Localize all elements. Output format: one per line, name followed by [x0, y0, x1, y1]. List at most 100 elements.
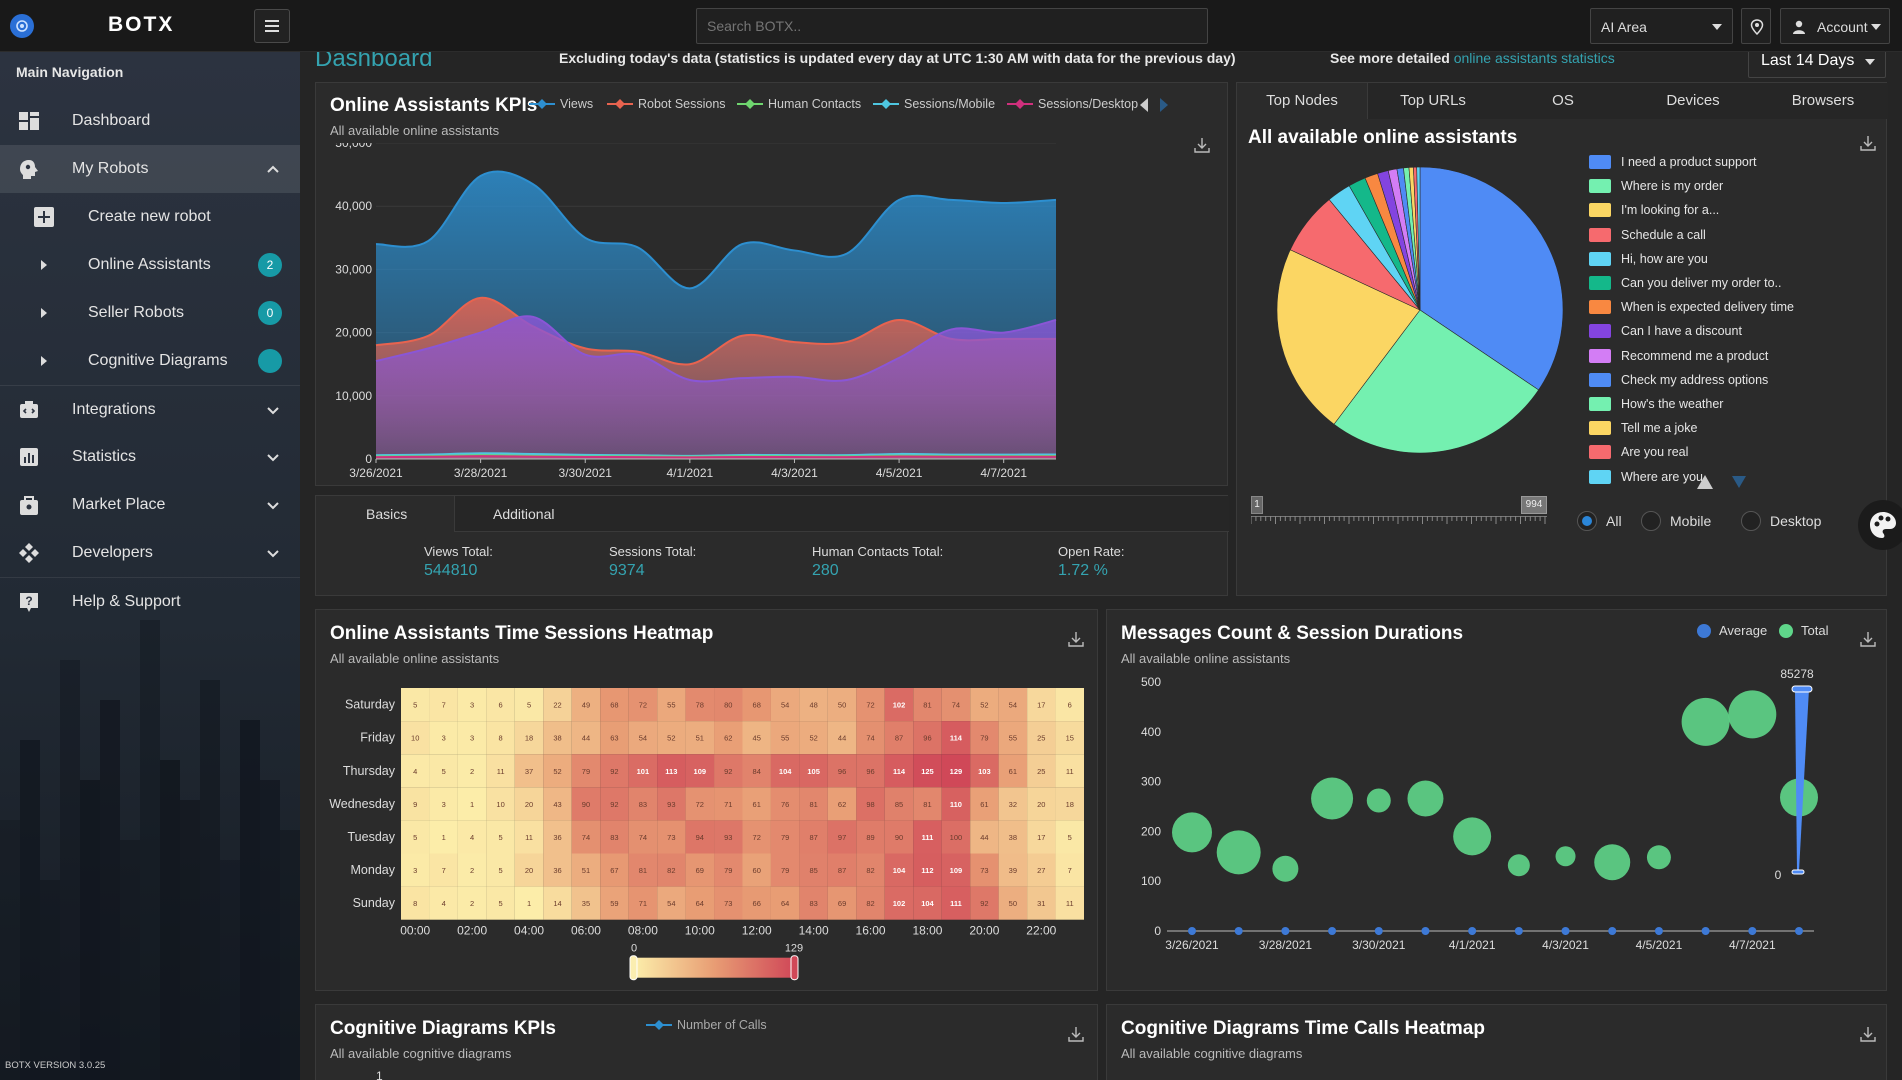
sidebar-item-seller-robots[interactable]: Seller Robots 0 — [0, 289, 300, 337]
theme-palette-button[interactable] — [1858, 500, 1902, 550]
heatmap-cell-value: 85 — [895, 800, 903, 809]
heatmap-cell-value: 11 — [525, 833, 533, 842]
heatmap-cell-value: 3 — [413, 866, 417, 875]
count-badge — [258, 349, 282, 373]
legend-item-number-of-calls[interactable]: Number of Calls — [646, 1018, 767, 1032]
sidebar-item-help-support[interactable]: ? Help & Support — [0, 577, 300, 625]
legend-item-human-contacts[interactable]: Human Contacts — [737, 97, 861, 111]
heatmap-cell-value: 54 — [781, 701, 789, 710]
sidebar-item-create-robot[interactable]: Create new robot — [0, 193, 300, 241]
sidebar-item-statistics[interactable]: Statistics — [0, 433, 300, 481]
download-icon[interactable] — [1068, 631, 1084, 647]
more-stats-link[interactable]: online assistants statistics — [1453, 52, 1615, 66]
nodes-tabs: Top Nodes Top URLs OS Devices Browsers — [1237, 83, 1888, 119]
pie-legend-item[interactable]: Schedule a call — [1589, 227, 1706, 242]
tab-top-nodes[interactable]: Top Nodes — [1237, 83, 1368, 119]
search-input[interactable] — [696, 8, 1208, 44]
pie-legend-item[interactable]: How's the weather — [1589, 397, 1723, 411]
legend-item-total[interactable]: Total — [1779, 623, 1828, 638]
pie-legend-item[interactable]: I need a product support — [1589, 155, 1757, 169]
legend-item-views[interactable]: Views — [529, 97, 593, 111]
tab-top-urls[interactable]: Top URLs — [1368, 83, 1498, 119]
sidebar-item-online-assistants[interactable]: Online Assistants 2 — [0, 241, 300, 289]
heatmap-cell — [913, 820, 942, 854]
app-logo-icon[interactable] — [10, 14, 34, 38]
legend-up-icon[interactable] — [1697, 475, 1713, 489]
point-average — [1374, 927, 1383, 935]
pie-legend-item[interactable]: Recommend me a product — [1589, 348, 1768, 363]
account-menu[interactable]: Account — [1780, 8, 1890, 44]
heatmap-cell — [998, 721, 1028, 755]
pie-legend-item[interactable]: Hi, how are you — [1589, 251, 1708, 266]
sidebar-item-cognitive-diagrams[interactable]: Cognitive Diagrams — [0, 337, 300, 385]
heatmap-cell — [600, 754, 629, 788]
slider-min-handle[interactable]: 1 — [1251, 496, 1263, 514]
area-select-value: AI Area — [1601, 19, 1647, 35]
heatmap-cell — [799, 787, 828, 821]
area-select[interactable]: AI Area — [1590, 8, 1733, 44]
pie-legend-item[interactable]: Can you deliver my order to.. — [1589, 276, 1782, 290]
sidebar-item-developers[interactable]: Developers — [0, 529, 300, 577]
download-icon[interactable] — [1068, 1026, 1084, 1042]
heatmap-cell — [1055, 688, 1084, 722]
pie-legend-item[interactable]: Check my address options — [1589, 372, 1768, 387]
heatmap-cell — [457, 820, 487, 854]
radio-mobile[interactable]: Mobile — [1641, 511, 1711, 531]
heatmap-cell — [856, 721, 885, 755]
heatmap-cell — [856, 886, 885, 920]
app-logo[interactable]: BOTX — [108, 13, 175, 36]
legend-item-sessions-mobile[interactable]: Sessions/Mobile — [873, 97, 995, 111]
pie-legend-item[interactable]: Tell me a joke — [1589, 421, 1697, 436]
heatmap-cell — [799, 721, 828, 755]
heatmap-cell-value: 49 — [582, 701, 590, 710]
menu-toggle-button[interactable] — [254, 9, 290, 43]
heatmap-cell-value: 38 — [553, 734, 561, 743]
legend-label: Views — [560, 97, 594, 111]
pie-legend-item[interactable]: Where is my order — [1589, 179, 1723, 194]
heatmap-cell-value: 4 — [442, 899, 446, 908]
download-icon[interactable] — [1860, 135, 1876, 151]
pie-legend-item[interactable]: I'm looking for a... — [1589, 203, 1719, 218]
sidebar-item-integrations[interactable]: Integrations — [0, 385, 300, 433]
heatmap-cell — [884, 754, 914, 788]
tab-os[interactable]: OS — [1498, 83, 1628, 119]
download-icon[interactable] — [1860, 1026, 1876, 1042]
heatmap-cell-value: 109 — [950, 866, 963, 875]
radio-all[interactable]: All — [1577, 511, 1622, 531]
legend-item-average[interactable]: Average — [1697, 623, 1767, 638]
slider-max-handle[interactable]: 994 — [1521, 496, 1547, 514]
location-button[interactable] — [1741, 8, 1771, 44]
sidebar-item-my-robots[interactable]: My Robots — [0, 145, 300, 193]
heatmap-cell-value: 111 — [950, 899, 962, 908]
tab-devices[interactable]: Devices — [1628, 83, 1758, 119]
pie-legend-item[interactable]: Where are you — [1589, 469, 1703, 484]
legend-next-icon[interactable] — [1159, 98, 1169, 112]
download-icon[interactable] — [1194, 137, 1210, 153]
legend-down-icon[interactable] — [1732, 476, 1746, 488]
heatmap-cell — [685, 787, 715, 821]
caret-right-icon — [41, 356, 47, 366]
tab-basics[interactable]: Basics — [316, 496, 455, 532]
pie-legend-item[interactable]: Are you real — [1589, 445, 1688, 460]
pie-legend-item[interactable]: When is expected delivery time — [1589, 300, 1794, 315]
sidebar-item-market-place[interactable]: Market Place — [0, 481, 300, 529]
heatmap-cell-value: 79 — [724, 866, 732, 875]
tab-browsers[interactable]: Browsers — [1758, 83, 1888, 119]
download-icon[interactable] — [1860, 631, 1876, 647]
heatmap-cell — [486, 787, 515, 821]
visual-map-min-label: 0 — [631, 943, 637, 955]
heatmap-cell-value: 112 — [921, 866, 933, 875]
visual-map-min-label: 0 — [1775, 868, 1782, 882]
nodes-range-slider[interactable]: 1 994 — [1251, 488, 1547, 536]
legend-prev-icon[interactable] — [1139, 98, 1149, 112]
legend-label: Can you deliver my order to.. — [1621, 276, 1782, 290]
radio-desktop[interactable]: Desktop — [1741, 511, 1821, 531]
date-range-select[interactable]: Last 14 Days — [1748, 52, 1886, 78]
line-sessions-desktop — [375, 455, 1057, 459]
sidebar-item-dashboard[interactable]: Dashboard — [0, 97, 300, 145]
legend-item-sessions-desktop[interactable]: Sessions/Desktop — [1007, 97, 1138, 111]
pie-legend-item[interactable]: Can I have a discount — [1589, 324, 1742, 339]
legend-item-robot-sessions[interactable]: Robot Sessions — [607, 97, 726, 111]
tab-additional[interactable]: Additional — [455, 496, 1229, 532]
messages-panel: Messages Count & Session Durations All a… — [1106, 609, 1887, 991]
